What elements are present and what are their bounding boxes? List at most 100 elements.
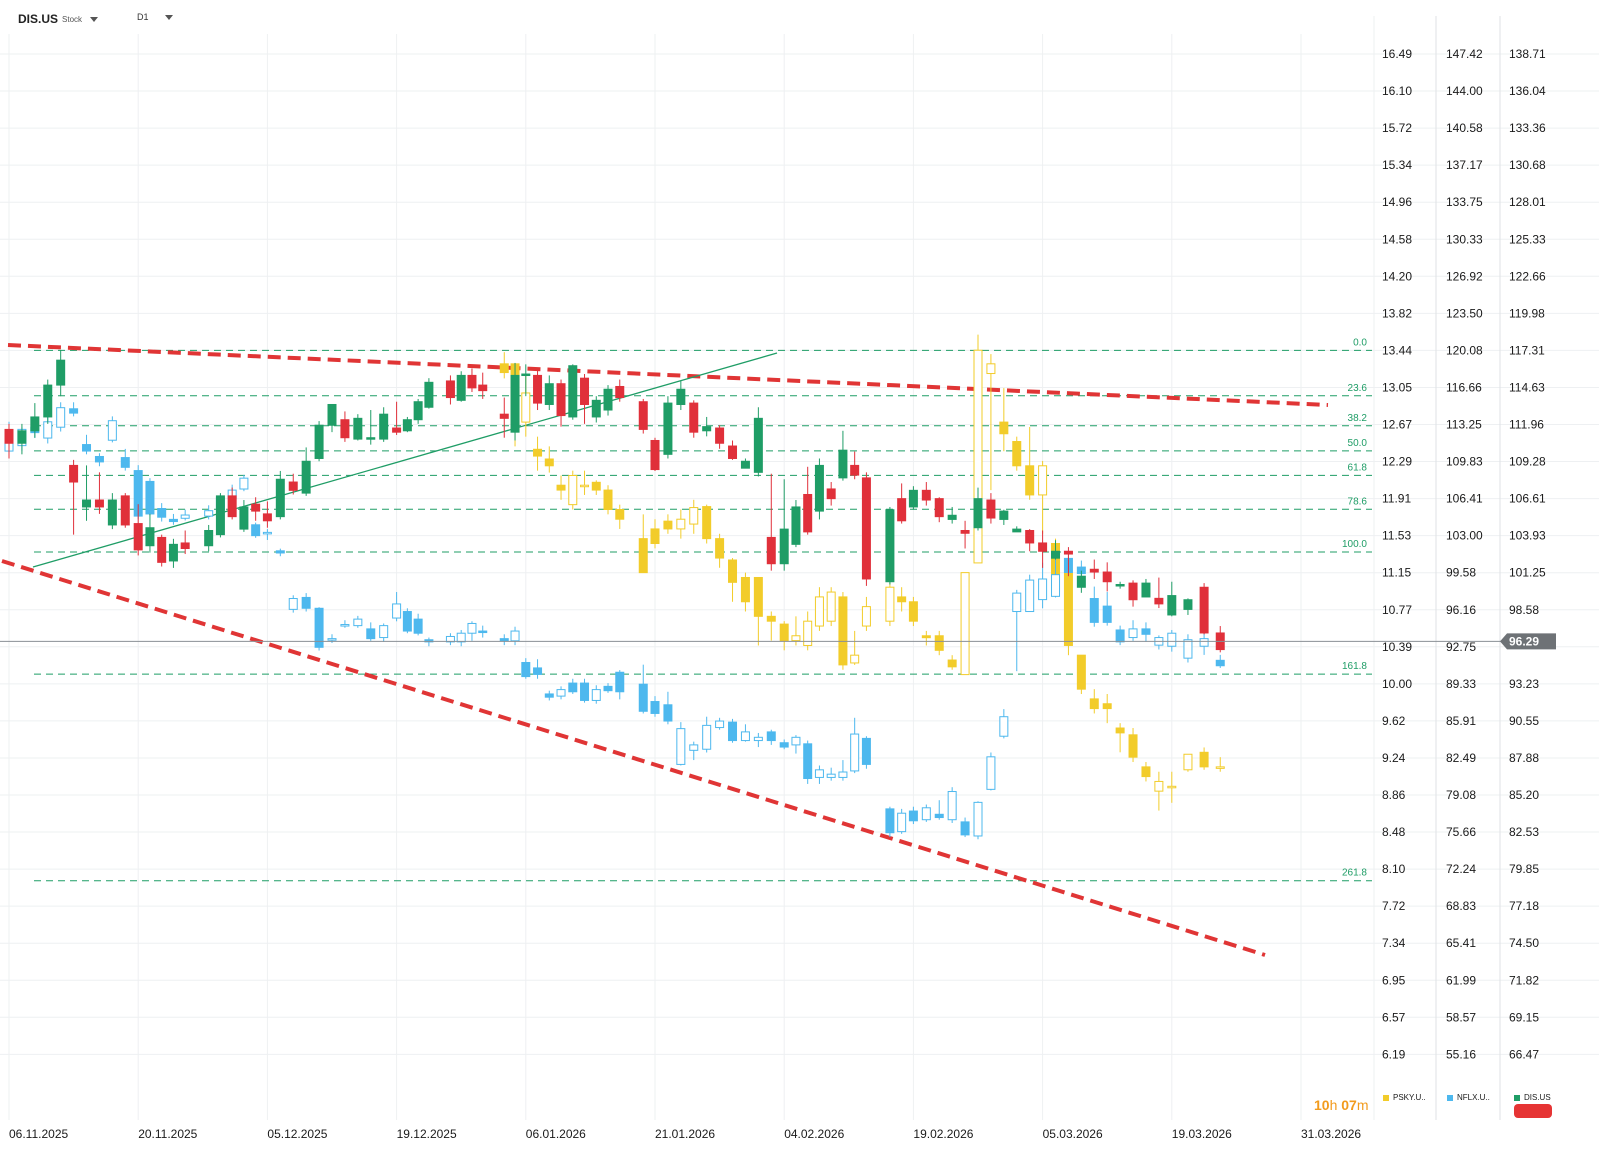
candle-body xyxy=(779,623,789,642)
psky-candle xyxy=(1089,689,1099,714)
candle-body xyxy=(262,531,272,535)
candle-body xyxy=(180,514,190,519)
candle-body xyxy=(288,598,298,610)
nflx-candle xyxy=(510,626,520,646)
legend-dis[interactable]: DIS.US xyxy=(1514,1093,1551,1102)
candle-body xyxy=(676,728,686,765)
candle-body xyxy=(1167,595,1177,616)
candle-body xyxy=(960,821,970,836)
psky-candle xyxy=(615,504,625,529)
candle-body xyxy=(82,444,92,452)
current-price-badge xyxy=(1500,633,1556,650)
timeframe-label: D1 xyxy=(137,12,149,22)
candle-body xyxy=(947,659,957,668)
candle-body xyxy=(1102,605,1112,623)
legend-label: NFLX.U.. xyxy=(1457,1093,1490,1102)
candle-body xyxy=(1141,582,1151,598)
psky-candle xyxy=(1128,728,1138,763)
dis-candle xyxy=(262,501,272,528)
nflx-candle xyxy=(973,801,983,840)
candle-body xyxy=(314,424,324,459)
candle-body xyxy=(638,538,648,574)
resistance-trendline xyxy=(7,343,1329,407)
chart-header: DIS.US Stock D1 xyxy=(0,0,1380,34)
candle-body xyxy=(340,419,350,439)
current-price-marker: 96.29 xyxy=(0,633,1556,650)
candle-body xyxy=(921,807,931,821)
nflx-candle xyxy=(947,787,957,823)
candle-body xyxy=(1141,766,1151,778)
candle-body xyxy=(204,529,214,547)
dis-candle xyxy=(1154,577,1164,609)
psky-candle xyxy=(791,616,801,646)
nflx-candle xyxy=(478,625,488,638)
timeframe-selector[interactable]: D1 xyxy=(137,12,173,22)
nflx-candle xyxy=(301,593,311,612)
axis-tick-label: 77.18 xyxy=(1509,899,1539,913)
candle-body xyxy=(973,498,983,529)
psky-candle xyxy=(934,630,944,656)
axis-tick-label: 13.05 xyxy=(1382,380,1412,394)
nflx-candle xyxy=(1089,586,1099,627)
uptrend-line xyxy=(32,352,778,568)
dis-candle xyxy=(908,486,918,510)
candle-body xyxy=(838,771,848,778)
nflx-candle xyxy=(120,448,130,471)
nflx-candle xyxy=(779,739,789,750)
nflx-candle xyxy=(467,621,477,641)
candle-body xyxy=(615,385,625,399)
axis-tick-label: 10.39 xyxy=(1382,640,1412,654)
nflx-candle xyxy=(366,622,376,641)
candle-body xyxy=(1102,703,1112,710)
candle-body xyxy=(615,671,625,693)
candle-body xyxy=(402,611,412,632)
axis-tick-label: 13.82 xyxy=(1382,306,1412,320)
legend-psky[interactable]: PSKY.U.. xyxy=(1383,1093,1426,1102)
candle-body xyxy=(803,743,813,780)
fib-level-label: 261.8 xyxy=(1342,868,1367,879)
axis-tick-label: 109.28 xyxy=(1509,455,1546,469)
candle-body xyxy=(934,498,944,518)
axis-tick-label: 69.15 xyxy=(1509,1010,1539,1024)
legend-swatch xyxy=(1514,1094,1520,1101)
date-tick-label: 04.02.2026 xyxy=(784,1127,844,1141)
axis-tick-label: 11.53 xyxy=(1382,529,1411,543)
candle-body xyxy=(838,449,848,479)
symbol-selector[interactable]: DIS.US Stock xyxy=(18,12,99,26)
candle-body xyxy=(897,812,907,833)
nflx-candle xyxy=(499,634,509,646)
axis-tick-label: 106.41 xyxy=(1446,492,1483,506)
axis-tick-label: 120.08 xyxy=(1446,343,1483,357)
nflx-candle xyxy=(814,765,824,784)
candle-body xyxy=(353,618,363,627)
dis-candle xyxy=(591,396,601,423)
axis-tick-label: 7.34 xyxy=(1382,936,1406,950)
axis-tick-label: 72.24 xyxy=(1446,862,1476,876)
axis-tick-label: 16.49 xyxy=(1382,47,1412,61)
axis-tick-label: 125.33 xyxy=(1509,232,1546,246)
nflx-candle xyxy=(392,592,402,622)
dis-candle xyxy=(1128,580,1138,607)
date-tick-label: 06.11.2025 xyxy=(9,1127,68,1141)
nflx-candle xyxy=(402,608,412,634)
dis-candle xyxy=(850,451,860,480)
candle-body xyxy=(885,808,895,834)
candle-body xyxy=(366,437,376,440)
date-axis: 06.11.2025 20.11.2025 05.12.2025 19.12.2025… xyxy=(9,1127,1361,1141)
candle-body xyxy=(753,576,763,617)
legend-nflx[interactable]: NFLX.U.. xyxy=(1447,1093,1490,1102)
candle-body xyxy=(478,384,488,392)
candle-body xyxy=(753,417,763,473)
candle-body xyxy=(1076,575,1086,588)
candle-body xyxy=(663,402,673,455)
candle-body xyxy=(921,635,931,639)
date-tick-label: 19.03.2026 xyxy=(1172,1127,1232,1141)
candle-body xyxy=(43,384,53,418)
dis-candle xyxy=(521,364,531,397)
axis-tick-label: 6.19 xyxy=(1382,1047,1406,1061)
nflx-candle xyxy=(82,434,92,455)
nflx-candle xyxy=(1167,629,1177,652)
axis-tick-label: 16.10 xyxy=(1382,84,1412,98)
axis-tick-label: 109.83 xyxy=(1446,455,1483,469)
